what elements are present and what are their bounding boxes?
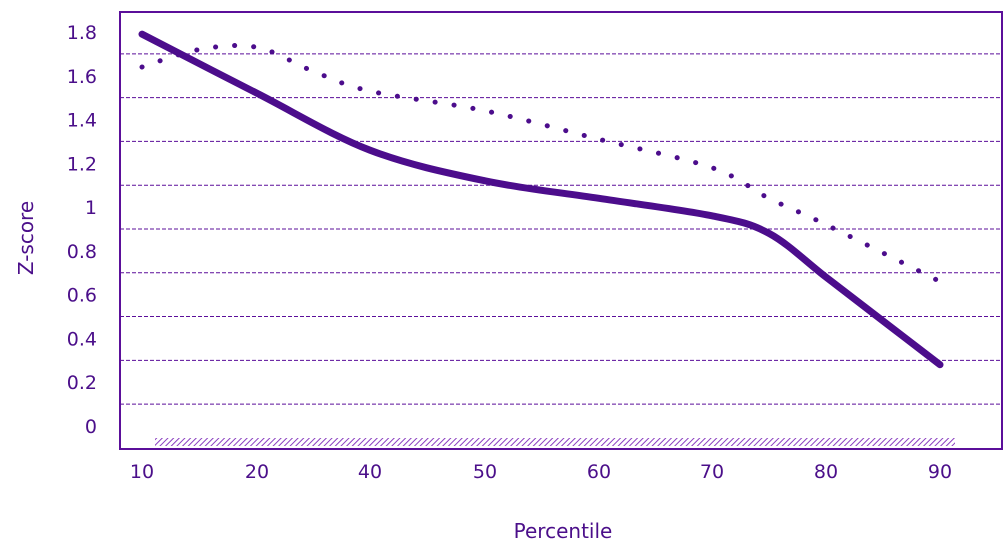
series-lines (138, 30, 944, 369)
plot-frame (119, 11, 1003, 450)
y-tick-label: 0.6 (67, 285, 97, 307)
x-tick-label: 50 (473, 461, 497, 483)
x-tick-label: 90 (928, 461, 952, 483)
x-tick-label: 60 (587, 461, 611, 483)
x-tick-label: 80 (814, 461, 838, 483)
series-line-dotted (139, 43, 943, 285)
y-tick-label: 0.8 (67, 241, 97, 263)
y-tick-label: 0 (85, 416, 97, 438)
x-tick-label: 10 (130, 461, 154, 483)
y-tick-label: 1.2 (67, 153, 97, 175)
baseline-hatch-band (155, 438, 955, 446)
x-tick-label: 40 (358, 461, 382, 483)
x-axis-title: Percentile (514, 519, 613, 543)
y-tick-label: 1.8 (67, 22, 97, 44)
y-axis-ticks: 0 0.2 0.4 0.6 0.8 1 1.2 1.4 1.6 1.8 (67, 22, 97, 438)
x-tick-label: 20 (245, 461, 269, 483)
gridlines (120, 53, 1002, 405)
x-axis-ticks: 10 20 40 50 60 70 80 90 (130, 461, 952, 483)
y-tick-label: 1.4 (67, 110, 97, 132)
y-tick-label: 1.6 (67, 66, 97, 88)
series-line-solid (138, 30, 944, 369)
y-tick-label: 0.4 (67, 328, 97, 350)
y-tick-label: 1 (85, 197, 97, 219)
y-axis-title: Z-score (14, 201, 38, 275)
x-tick-label: 70 (700, 461, 724, 483)
y-tick-label: 0.2 (67, 372, 97, 394)
